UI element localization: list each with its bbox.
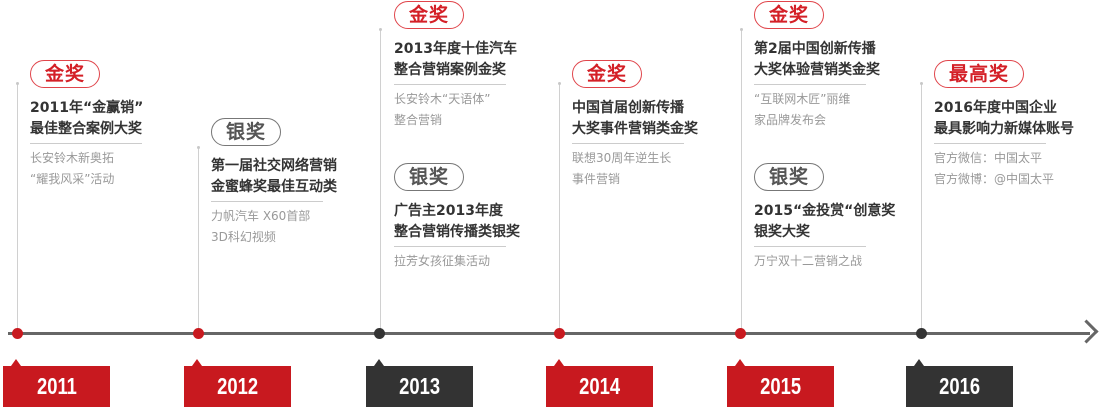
award-title: 2011年“金赢销” 最佳整合案例大奖 xyxy=(30,100,144,137)
award-item: 金奖 2011年“金赢销” 最佳整合案例大奖 长安铃木新奥拓 “耀我风采”活动 xyxy=(30,60,180,190)
award-badge: 金奖 xyxy=(572,60,643,88)
year-text: 2011 xyxy=(36,373,77,399)
year-label-2013: 2013 xyxy=(366,359,473,407)
award-badge: 银奖 xyxy=(394,163,465,191)
timeline-dot-2016 xyxy=(916,328,927,339)
award-title: 第一届社交网络营销 金蜜蜂奖最佳互动类 xyxy=(211,158,337,195)
year-text: 2012 xyxy=(217,373,258,399)
year-label-2014: 2014 xyxy=(546,359,653,407)
award-item: 金奖 第2届中国创新传播 大奖体验营销类金奖 “互联网木匠”丽维 家品牌发布会 xyxy=(754,1,904,131)
award-badge: 银奖 xyxy=(754,163,825,191)
divider xyxy=(572,143,684,144)
year-text: 2016 xyxy=(939,373,980,399)
year-label-2011: 2011 xyxy=(3,359,110,407)
award-badge: 最高奖 xyxy=(934,60,1025,88)
award-badge: 银奖 xyxy=(211,118,282,146)
year-text: 2013 xyxy=(399,373,440,399)
divider xyxy=(211,201,323,202)
award-item: 银奖 广告主2013年度 整合营销传播类银奖 拉芳女孩征集活动 xyxy=(394,163,544,272)
connector-line xyxy=(920,82,923,332)
year-label-2016: 2016 xyxy=(906,359,1013,407)
timeline-dot-2012 xyxy=(193,328,204,339)
award-item: 最高奖 2016年度中国企业 最具影响力新媒体账号 官方微信：中国太平 官方微博：@… xyxy=(934,60,1084,190)
award-badge: 金奖 xyxy=(30,60,101,88)
award-description: 联想30周年逆生长 事件营销 xyxy=(572,151,672,186)
timeline-dot-2011 xyxy=(12,328,23,339)
divider xyxy=(754,246,866,247)
award-item: 银奖 2015“金投赏“创意奖 银奖大奖 万宁双十二营销之战 xyxy=(754,163,904,272)
year-label-2015: 2015 xyxy=(727,359,834,407)
divider xyxy=(394,84,506,85)
award-description: 官方微信：中国太平 官方微博：@中国太平 xyxy=(934,151,1055,186)
year-text: 2015 xyxy=(760,373,801,399)
award-title: 2016年度中国企业 最具影响力新媒体账号 xyxy=(934,100,1074,137)
year-text: 2014 xyxy=(579,373,620,399)
award-description: 长安铃木“天语体” 整合营销 xyxy=(394,92,491,127)
timeline-dot-2014 xyxy=(554,328,565,339)
connector-line xyxy=(379,28,382,332)
award-description: “互联网木匠”丽维 家品牌发布会 xyxy=(754,92,851,127)
divider xyxy=(934,143,1046,144)
award-item: 银奖 第一届社交网络营销 金蜜蜂奖最佳互动类 力帆汽车 X60首部 3D科幻视频 xyxy=(211,118,361,248)
connector-line xyxy=(740,28,743,332)
arrow-right-icon xyxy=(1074,319,1099,344)
award-badge: 金奖 xyxy=(394,1,465,29)
award-item: 金奖 中国首届创新传播 大奖事件营销类金奖 联想30周年逆生长 事件营销 xyxy=(572,60,722,190)
award-description: 力帆汽车 X60首部 3D科幻视频 xyxy=(211,209,311,244)
award-badge: 金奖 xyxy=(754,1,825,29)
connector-line xyxy=(197,146,200,332)
divider xyxy=(394,246,506,247)
award-item: 金奖 2013年度十佳汽车 整合营销案例金奖 长安铃木“天语体” 整合营销 xyxy=(394,1,544,131)
connector-line xyxy=(16,82,19,332)
connector-line xyxy=(558,82,561,332)
timeline-dot-2015 xyxy=(735,328,746,339)
year-label-2012: 2012 xyxy=(184,359,291,407)
award-title: 广告主2013年度 整合营销传播类银奖 xyxy=(394,203,520,240)
award-title: 中国首届创新传播 大奖事件营销类金奖 xyxy=(572,100,698,137)
award-title: 2015“金投赏“创意奖 银奖大奖 xyxy=(754,203,896,240)
award-description: 万宁双十二营销之战 xyxy=(754,254,863,268)
award-description: 长安铃木新奥拓 “耀我风采”活动 xyxy=(30,151,115,186)
award-title: 2013年度十佳汽车 整合营销案例金奖 xyxy=(394,41,517,78)
award-description: 拉芳女孩征集活动 xyxy=(394,254,491,268)
divider xyxy=(754,84,866,85)
divider xyxy=(30,143,142,144)
award-title: 第2届中国创新传播 大奖体验营销类金奖 xyxy=(754,41,880,78)
timeline-dot-2013 xyxy=(374,328,385,339)
timeline-axis xyxy=(8,332,1090,335)
